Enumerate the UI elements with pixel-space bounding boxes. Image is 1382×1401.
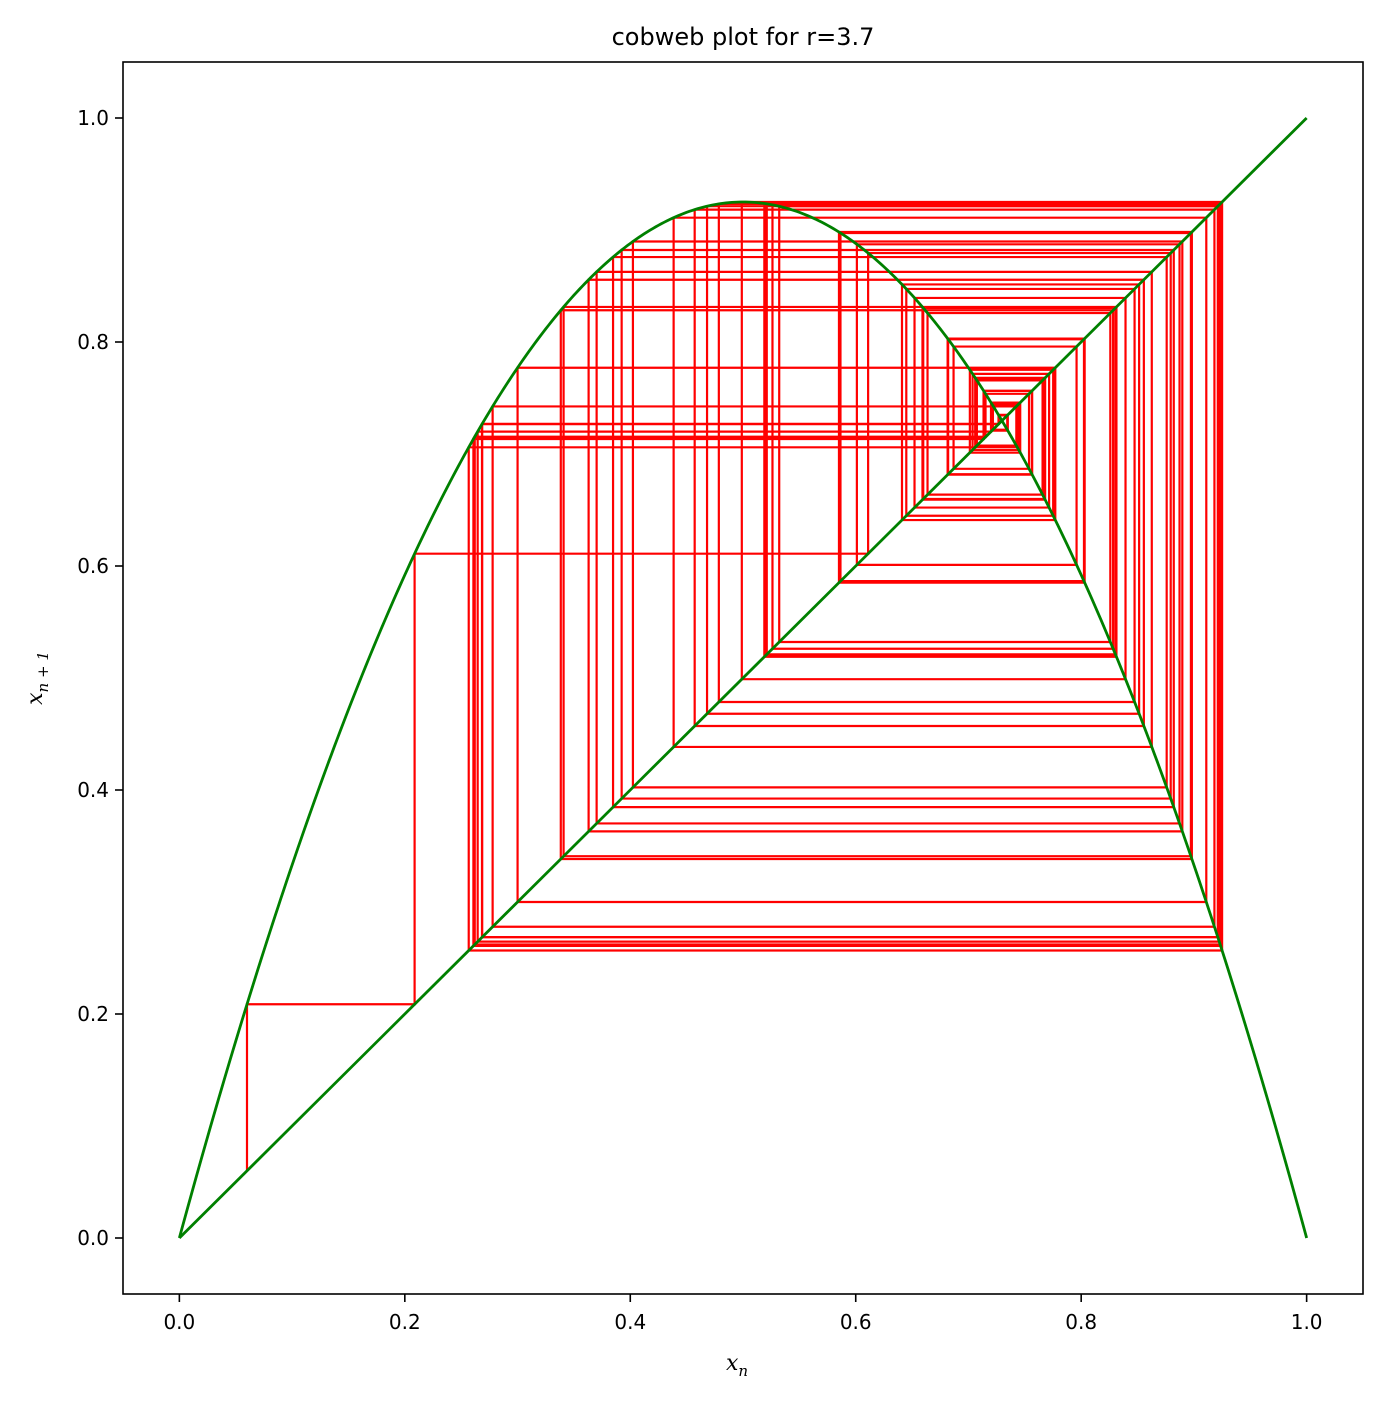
y-tick-label: 0.6: [77, 554, 109, 578]
y-axis-label-sub: n + 1: [34, 651, 52, 692]
x-axis-label-base: x: [726, 1351, 739, 1376]
x-tick-label: 0.4: [614, 1310, 646, 1334]
y-tick-label: 0.2: [77, 1002, 109, 1026]
logistic-map-curve: [178, 200, 1308, 1239]
x-tick-label: 0.6: [840, 1310, 872, 1334]
y-tick-label: 0.8: [77, 330, 109, 354]
y-tick-label: 0.4: [77, 778, 109, 802]
x-axis: 0.0 0.2 0.4 0.6 0.8 1.0: [163, 1294, 1323, 1334]
x-axis-label: xn: [726, 1351, 748, 1380]
chart-title: cobweb plot for r=3.7: [612, 23, 875, 51]
x-tick-label: 0.2: [389, 1310, 421, 1334]
identity-line: [178, 117, 1308, 1239]
y-tick-label: 0.0: [77, 1226, 109, 1250]
x-tick-label: 0.0: [163, 1310, 195, 1334]
x-tick-label: 1.0: [1291, 1310, 1323, 1334]
y-tick-label: 1.0: [77, 106, 109, 130]
plot-frame: [122, 61, 1364, 1295]
y-axis: 0.0 0.2 0.4 0.6 0.8 1.0: [77, 106, 123, 1250]
y-axis-label-base: x: [23, 692, 48, 705]
x-tick-label: 0.8: [1065, 1310, 1097, 1334]
x-axis-label-sub: n: [738, 1362, 748, 1380]
plot-area: [178, 117, 1308, 1239]
y-axis-label: xn + 1: [23, 651, 52, 705]
